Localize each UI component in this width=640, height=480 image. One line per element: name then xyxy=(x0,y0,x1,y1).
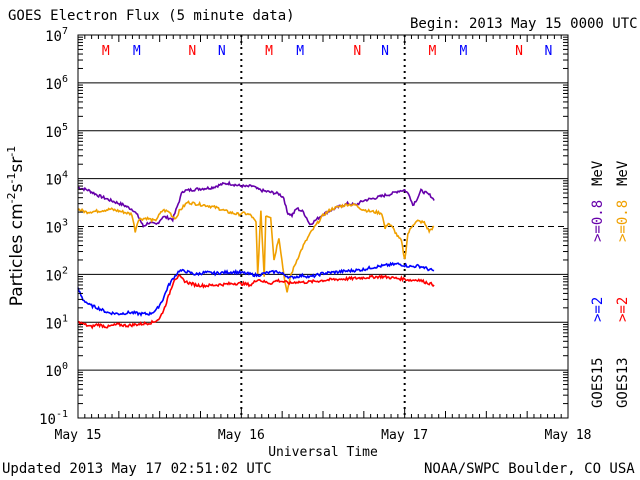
series-lines xyxy=(77,180,435,330)
legend-g13-ge2: >=2 xyxy=(615,297,631,322)
series-line-g15_08 xyxy=(78,180,435,228)
mn-marker: M xyxy=(460,44,468,59)
series-line-g13_08 xyxy=(77,200,435,293)
y-axis-label-base: Particles cm xyxy=(7,203,27,306)
x-tick-label: May 16 xyxy=(218,428,265,443)
y-tick-label: 100 xyxy=(45,361,68,380)
y-tick-label: 104 xyxy=(45,170,68,189)
mn-marker: N xyxy=(515,44,523,59)
y-axis-label-s: s xyxy=(7,183,27,192)
y-axis-label-sr: sr xyxy=(7,157,27,173)
chart-title: GOES Electron Flux (5 minute data) xyxy=(8,8,295,24)
legend-g15-ge08: >=0.8 xyxy=(590,200,606,242)
y-tick-label: 102 xyxy=(45,265,68,284)
legend-goes13: GOES13 xyxy=(615,357,631,408)
y-tick-label: 101 xyxy=(45,313,68,332)
y-axis-label-exp2: -1 xyxy=(5,173,18,184)
mn-marker: N xyxy=(353,44,361,59)
mn-marker: N xyxy=(381,44,389,59)
mn-marker: M xyxy=(102,44,110,59)
mn-marker: N xyxy=(188,44,196,59)
mn-marker: M xyxy=(133,44,141,59)
y-tick-label: 10-1 xyxy=(39,409,68,428)
mn-marker: M xyxy=(429,44,437,59)
begin-date: Begin: 2013 May 15 0000 UTC xyxy=(410,16,638,32)
y-axis-label-exp3: -1 xyxy=(5,146,18,157)
x-tick-label: May 17 xyxy=(381,428,428,443)
y-tick-label: 105 xyxy=(45,122,68,141)
y-tick-label: 103 xyxy=(45,218,68,237)
legend-goes15: GOES15 xyxy=(590,357,606,408)
x-tick-label: May 15 xyxy=(55,428,102,443)
legend-g13-ge08: >=0.8 xyxy=(615,200,631,242)
legend-g15-ge2: >=2 xyxy=(590,297,606,322)
legend-unit-15: MeV xyxy=(590,160,606,186)
grid-lines xyxy=(78,35,568,418)
y-axis-label-exp1: -2 xyxy=(5,192,18,203)
y-tick-label: 106 xyxy=(45,74,68,93)
mn-marker: N xyxy=(218,44,226,59)
series-line-g13_2 xyxy=(77,274,435,330)
mn-marker: M xyxy=(265,44,273,59)
mn-marker: N xyxy=(544,44,552,59)
x-tick-label: May 18 xyxy=(545,428,592,443)
mn-marker: M xyxy=(296,44,304,59)
credit-text: NOAA/SWPC Boulder, CO USA xyxy=(424,461,635,477)
y-tick-label: 107 xyxy=(45,26,68,45)
legend-unit-13: MeV xyxy=(615,160,631,186)
y-axis-label: Particles cm-2s-1sr-1 xyxy=(5,146,27,307)
updated-timestamp: Updated 2013 May 17 02:51:02 UTC xyxy=(2,461,272,477)
x-axis-label: Universal Time xyxy=(268,445,378,460)
series-line-g15_2 xyxy=(77,261,435,318)
